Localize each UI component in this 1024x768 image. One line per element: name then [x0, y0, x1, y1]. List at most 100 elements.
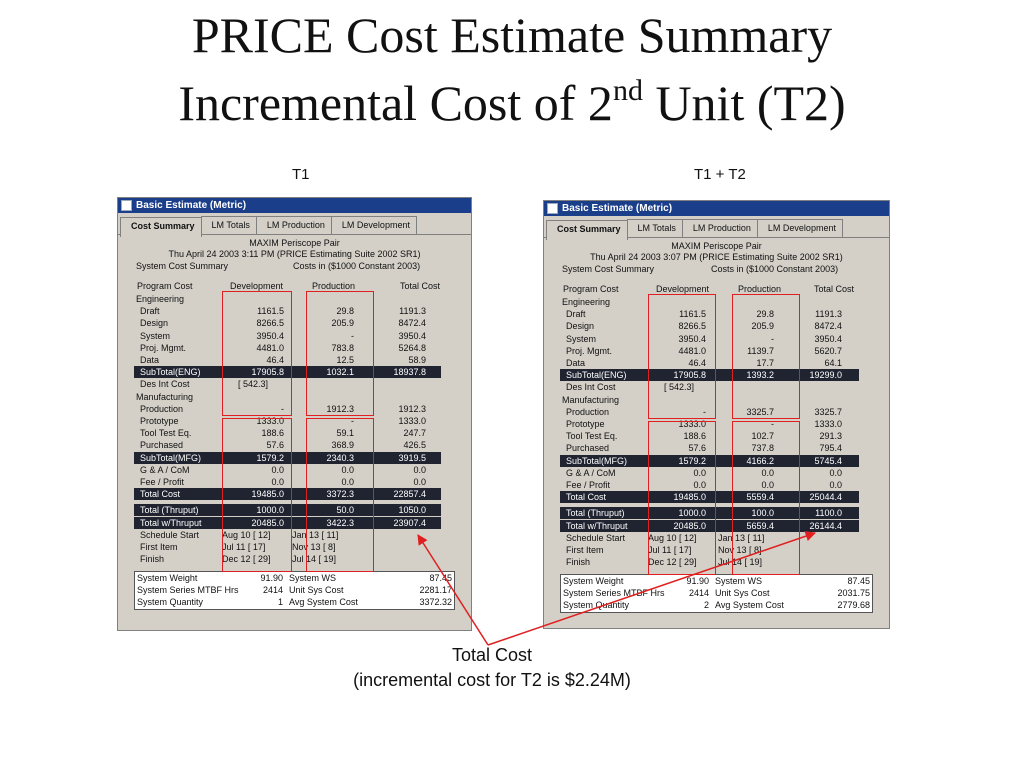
production-value: 29.8	[756, 309, 774, 320]
production-value: 0.0	[761, 480, 774, 490]
total-value: 58.9	[408, 355, 426, 365]
tab-lm-development[interactable]: LM Development	[756, 219, 843, 237]
tab-lm-development[interactable]: LM Development	[330, 216, 417, 234]
production-value: 205.9	[751, 321, 774, 332]
row-label: Production	[566, 406, 610, 417]
metric-value: 87.45	[847, 576, 870, 586]
highlight-box	[222, 291, 292, 416]
development-value: 1333.0	[678, 419, 706, 429]
total-value: 0.0	[829, 480, 842, 490]
tab-strip: Cost Summary LM Totals LM Production LM Dev…	[544, 219, 889, 240]
total-value: 795.4	[819, 443, 842, 454]
development-value: Dec 12 [ 29]	[648, 557, 697, 568]
production-value: 17.7	[756, 358, 774, 368]
table-row: First Item Jul 11 [ 17] Nov 13 [ 8]	[134, 541, 441, 553]
table-row: Fee / Profit 0.0 0.0 0.0	[134, 476, 441, 488]
row-label: Schedule Start	[140, 529, 200, 540]
development-value: 8266.5	[678, 321, 706, 332]
tab-cost-summary[interactable]: Cost Summary	[120, 217, 202, 237]
table-row: Purchased 57.6 737.8 795.4	[560, 442, 859, 454]
row-label: Des Int Cost	[566, 382, 616, 393]
metric-label: System WS	[715, 576, 763, 586]
development-value: 0.0	[693, 480, 706, 490]
production-value: 0.0	[341, 464, 354, 475]
row-label: Prototype	[140, 416, 179, 426]
metrics-row: System Weight 91.90 System WS 87.45	[135, 572, 454, 584]
row-label: G & A / CoM	[566, 467, 616, 478]
window-app-icon	[121, 200, 132, 211]
estimate-window-t1-t2: Basic Estimate (Metric) Cost Summary LM To…	[543, 200, 890, 629]
development-value: Jul 11 [ 17]	[648, 545, 692, 555]
total-value: 1333.0	[814, 419, 842, 429]
table-row: SubTotal(MFG) 1579.2 4166.2 5745.4	[560, 454, 859, 467]
production-value: Jul 14 [ 19]	[718, 557, 763, 568]
development-value: 188.6	[683, 431, 706, 442]
table-row: Des Int Cost [ 542.3]	[134, 378, 441, 390]
window-titlebar[interactable]: Basic Estimate (Metric)	[118, 198, 471, 213]
row-label: System	[566, 333, 597, 344]
row-label: Total (Thruput)	[140, 505, 199, 516]
metric-label: System Weight	[563, 576, 624, 586]
production-value: Jan 13 [ 11]	[292, 529, 339, 540]
table-row: Design 8266.5 205.9 8472.4	[560, 320, 859, 332]
window-title: Basic Estimate (Metric)	[136, 200, 247, 211]
development-value: 57.6	[688, 443, 706, 454]
window-titlebar[interactable]: Basic Estimate (Metric)	[544, 201, 889, 216]
total-value: 291.3	[819, 431, 842, 442]
production-value: 0.0	[341, 477, 354, 487]
row-label: Proj. Mgmt.	[566, 345, 613, 356]
metric-label: Unit Sys Cost	[289, 585, 344, 595]
table-row: Data 46.4 17.7 64.1	[560, 357, 859, 369]
total-value: 22857.4	[393, 489, 426, 500]
costs-basis: Costs in ($1000 Constant 2003)	[711, 264, 839, 274]
tab-cost-summary[interactable]: Cost Summary	[546, 220, 628, 240]
production-value: 12.5	[336, 355, 354, 365]
row-label: Draft	[566, 309, 586, 320]
table-row: Des Int Cost [ 542.3]	[560, 381, 859, 393]
row-label: Production	[140, 403, 184, 414]
development-value: 0.0	[693, 467, 706, 478]
row-label: Finish	[140, 554, 165, 565]
total-value: 3325.7	[814, 406, 842, 417]
table-row: Production - 3325.7 3325.7	[560, 406, 859, 418]
highlight-box	[732, 421, 800, 575]
development-value: 0.0	[271, 477, 284, 487]
table-row: Finish Dec 12 [ 29] Jul 14 [ 19]	[560, 556, 859, 568]
row-label: Engineering	[562, 297, 611, 307]
total-value: 1050.0	[398, 505, 426, 516]
development-value: 46.4	[266, 355, 284, 365]
metric-label: Unit Sys Cost	[715, 588, 770, 598]
total-value: 8472.4	[814, 321, 842, 332]
metrics-row: System Weight 91.90 System WS 87.45	[561, 575, 872, 587]
total-value: 247.7	[403, 428, 426, 439]
metric-label: Avg System Cost	[715, 600, 784, 610]
row-label: System	[140, 330, 171, 341]
development-value: 4481.0	[678, 345, 706, 356]
table-row: System 3950.4 - 3950.4	[134, 330, 441, 342]
row-label: Fee / Profit	[140, 477, 185, 487]
row-label: Prototype	[566, 419, 605, 429]
production-value: -	[771, 333, 774, 344]
row-label: Total (Thruput)	[566, 508, 625, 519]
table-row: Prototype 1333.0 - 1333.0	[560, 418, 859, 430]
development-value: 8266.5	[256, 318, 284, 329]
row-label: Design	[566, 321, 595, 332]
project-name: MAXIM Periscope Pair	[671, 241, 762, 251]
development-value: 1579.2	[256, 452, 284, 463]
development-value: -	[281, 403, 284, 414]
row-label: Draft	[140, 306, 160, 317]
production-value: 5559.4	[746, 492, 774, 503]
row-label: Data	[566, 358, 586, 368]
development-value: 1161.5	[679, 309, 706, 320]
metric-value: 91.90	[686, 576, 709, 586]
production-value: Jul 14 [ 19]	[292, 554, 337, 565]
production-value: -	[351, 330, 354, 341]
production-value: Nov 13 [ 8]	[718, 545, 762, 555]
highlight-box	[648, 294, 716, 419]
tab-strip: Cost Summary LM Totals LM Production LM Dev…	[118, 216, 471, 237]
total-value: 1191.3	[815, 309, 842, 320]
row-label: Finish	[566, 557, 591, 568]
col-header-program-cost: Program Cost	[563, 284, 619, 294]
total-value: 1912.3	[398, 403, 426, 414]
table-row: Schedule Start Aug 10 [ 12] Jan 13 [ 11]	[134, 529, 441, 541]
